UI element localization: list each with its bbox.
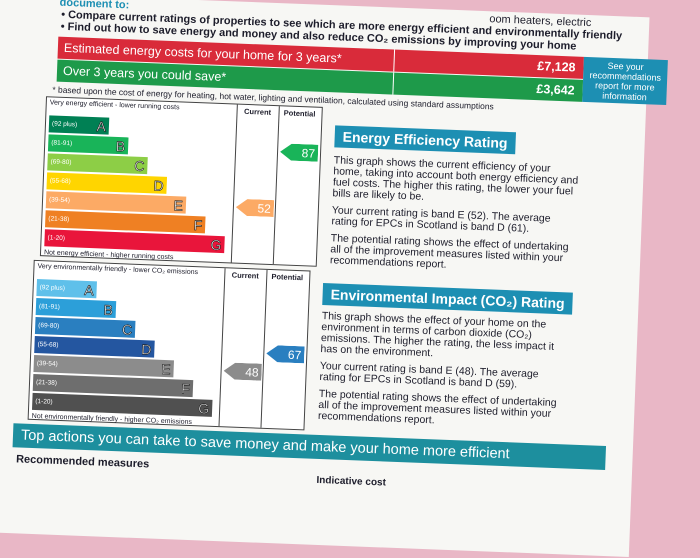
band-range: (55-68): [37, 341, 59, 349]
rating-band: (55-68) D: [46, 172, 168, 194]
measures-header: Recommended measures: [15, 453, 150, 471]
column-header: Current: [243, 106, 272, 117]
scale-top: Very energy efficient - lower running co…: [49, 99, 180, 112]
column-header: Potential: [283, 108, 316, 119]
band-range: (81-91): [38, 303, 61, 311]
scale-top: Very environmentally friendly - lower CO…: [37, 263, 199, 277]
band-range: (39-54): [36, 360, 58, 368]
band-letter: G: [197, 399, 210, 417]
rating-band: (69-80) C: [47, 153, 148, 175]
rating-arrow: 48: [223, 362, 262, 380]
band-letter: G: [210, 236, 222, 253]
column-header: Current: [231, 270, 260, 281]
paragraph: The potential rating shows the effect of…: [329, 232, 569, 271]
band-letter: D: [153, 176, 165, 194]
column-line: [218, 268, 226, 427]
band-range: (1-20): [35, 398, 53, 406]
paragraph: This graph shows the current efficiency …: [332, 154, 579, 203]
rating-band: (55-68) D: [34, 335, 155, 358]
band-range: (92 plus): [39, 284, 66, 293]
band-range: (39-54): [48, 196, 71, 205]
band-letter: F: [193, 216, 203, 233]
column-line: [260, 269, 268, 428]
band-range: (92 plus): [51, 120, 78, 129]
band-letter: A: [84, 281, 95, 298]
note-box: See your recommendations report for more…: [582, 56, 668, 106]
document: document to: oom heaters, electric • Com…: [0, 0, 668, 557]
page: {"header":{"intro":"document to:","top_r…: [0, 0, 668, 557]
cost-header: Indicative cost: [316, 474, 387, 489]
paragraph: The potential rating shows the effect of…: [317, 387, 557, 427]
band-range: (69-80): [50, 158, 72, 167]
band-letter: E: [173, 196, 184, 214]
scale-bottom: Not energy efficient - higher running co…: [43, 249, 174, 262]
paragraph: Your current rating is band E (48). The …: [319, 359, 539, 391]
column-header: Potential: [271, 272, 304, 283]
band-range: (1-20): [47, 234, 66, 243]
efficiency-chart: Current Potential Very energy efficient - …: [39, 96, 323, 267]
rating-band: (69-80) C: [34, 316, 136, 338]
environment-chart: Current Potential Very environmentally fri…: [27, 259, 311, 431]
band-letter: D: [140, 340, 152, 357]
rating-arrow: 67: [266, 345, 305, 363]
rating-band: (81-91) B: [47, 134, 129, 155]
rating-band: (81-91) B: [35, 298, 117, 319]
rating-arrow: 52: [236, 199, 275, 217]
band-letter: B: [103, 301, 114, 318]
band-letter: C: [121, 320, 133, 338]
rating-band: (92 plus) A: [48, 115, 110, 135]
band-range: (55-68): [49, 177, 71, 186]
band-range: (69-80): [38, 322, 60, 330]
band-letter: C: [134, 157, 145, 174]
band-letter: A: [96, 117, 107, 135]
band-letter: B: [115, 137, 126, 154]
column-line: [230, 104, 238, 263]
band-range: (21-38): [48, 215, 70, 224]
paragraph: This graph shows the effect of your home…: [320, 309, 555, 360]
band-letter: F: [181, 380, 191, 397]
rating-arrow: 87: [280, 143, 319, 161]
paragraph: Your current rating is band E (52). The …: [331, 204, 551, 235]
column-line: [272, 106, 280, 265]
band-range: (21-38): [35, 379, 58, 387]
section-title: Environmental Impact (CO₂) Rating: [322, 283, 574, 315]
band-letter: E: [161, 360, 172, 377]
section-title: Energy Efficiency Rating: [334, 125, 516, 155]
band-range: (81-91): [51, 139, 73, 148]
rating-band: (92 plus) A: [36, 279, 97, 299]
